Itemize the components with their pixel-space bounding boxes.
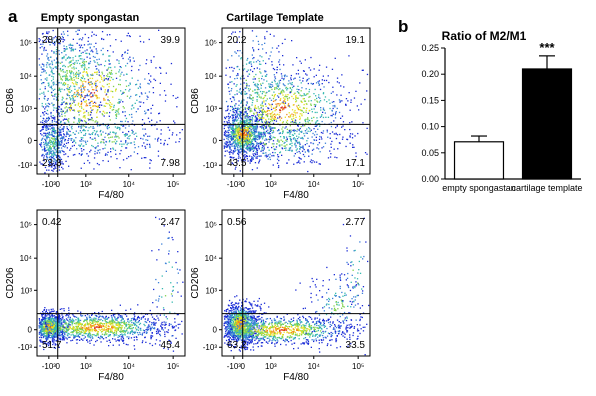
y-tick-label: -10³ (18, 161, 33, 170)
plot-frame (36, 209, 186, 357)
quadrant-upper-left-value: 0.56 (227, 217, 247, 228)
quadrant-lower-right-value: 17.1 (346, 158, 366, 169)
y-tick-label: 0 (213, 326, 218, 335)
quadrant-lower-left-value: 23.3 (42, 158, 62, 169)
flow-plot-cd86-cartilage: 20.2 19.143.5 17.1-10³ 0 10³ 10⁴ 10⁵F4/8010⁵10… (190, 27, 371, 201)
y-tick-label: 0 (28, 326, 33, 335)
plot-frame (36, 27, 186, 175)
y-tick-label: 10³ (205, 286, 217, 295)
x-axis-label: F4/80 (98, 190, 124, 201)
y-tick-label: 0 (28, 136, 33, 145)
column-title-empty-spongastan: Empty spongastan (41, 12, 140, 24)
bar-cartilage-template (521, 68, 573, 180)
density-dots (223, 217, 370, 356)
y-tick-label: 0 (213, 136, 218, 145)
y-axis-label: CD206 (190, 267, 201, 299)
y-tick-label: 0.20 (421, 69, 439, 79)
quadrant-lower-left-value: 43.5 (227, 158, 247, 169)
x-tick-label: 10⁵ (167, 180, 179, 189)
chart-title: Ratio of M2/M1 (442, 29, 527, 43)
bar-empty-spongastan (453, 141, 505, 180)
x-tick-label: 10³ (265, 180, 277, 189)
density-dots (38, 29, 183, 174)
quadrant-upper-left-value: 20.2 (227, 35, 247, 46)
y-axis-label: CD206 (5, 267, 16, 299)
x-tick-label: 10⁴ (308, 180, 321, 189)
flow-plot-cd86-empty: 28.8 39.923.3 7.98-10³ 0 10³ 10⁴ 10⁵F4/8010⁵10… (5, 27, 186, 201)
y-tick-label: 10³ (20, 104, 32, 113)
x-tick-label: -10³ (227, 180, 242, 189)
x-tick-label: 0 (55, 180, 60, 189)
x-tick-label: 10³ (265, 362, 277, 371)
flow-cytometry-plots: 28.8 39.923.3 7.98-10³ 0 10³ 10⁴ 10⁵F4/8010⁵10… (5, 27, 371, 383)
x-tick-label: 10³ (80, 362, 92, 371)
y-tick-label: 10⁵ (205, 39, 217, 48)
density-dots (223, 30, 369, 173)
x-category-label: empty spongastan (442, 183, 516, 193)
x-tick-label: 0 (240, 362, 245, 371)
y-tick-label: 10³ (205, 104, 217, 113)
quadrant-lower-right-value: 45.4 (161, 340, 181, 351)
y-tick-label: 10³ (20, 286, 32, 295)
x-tick-label: 10⁴ (308, 362, 321, 371)
y-tick-label: 0.10 (421, 122, 439, 132)
column-title-cartilage-template: Cartilage Template (226, 12, 324, 24)
x-axis-label: F4/80 (98, 372, 124, 383)
x-axis-label: F4/80 (283, 372, 309, 383)
y-tick-label: 10⁵ (20, 221, 32, 230)
x-tick-label: 0 (55, 362, 60, 371)
x-tick-label: 10⁴ (123, 362, 136, 371)
quadrant-lower-left-value: 63.2 (227, 340, 247, 351)
significance-marker: *** (539, 40, 555, 55)
plot-frame (221, 27, 371, 175)
bar-chart-ratio-m2-m1: Ratio of M2/M1 0.00 0.05 0.10 0.15 0.20 0.25 e… (421, 29, 582, 193)
y-tick-label: -10³ (18, 343, 33, 352)
y-tick-label: 10⁵ (20, 39, 32, 48)
y-tick-label: 10⁴ (205, 72, 218, 81)
panel-label-a: a (8, 7, 18, 26)
y-tick-label: -10³ (203, 161, 218, 170)
y-tick-label: 10⁴ (205, 254, 218, 263)
y-tick-label: -10³ (203, 343, 218, 352)
quadrant-lower-right-value: 33.5 (346, 340, 366, 351)
y-tick-label: 0.25 (421, 43, 439, 53)
x-category-label: cartilage template (511, 183, 582, 193)
y-tick-label: 0.05 (421, 148, 439, 158)
y-tick-label: 0.00 (421, 174, 439, 184)
x-axis-label: F4/80 (283, 190, 309, 201)
x-tick-label: -10³ (42, 362, 57, 371)
plot-frame (221, 209, 371, 357)
quadrant-lower-right-value: 7.98 (161, 158, 181, 169)
y-tick-label: 10⁴ (20, 254, 33, 263)
x-tick-label: 10⁵ (352, 362, 364, 371)
y-axis-label: CD86 (5, 88, 16, 114)
y-tick-label: 10⁴ (20, 72, 33, 81)
quadrant-upper-right-value: 39.9 (161, 35, 181, 46)
x-tick-label: 10⁵ (167, 362, 179, 371)
quadrant-upper-right-value: 19.1 (346, 35, 366, 46)
x-tick-label: 10³ (80, 180, 92, 189)
x-tick-label: -10³ (227, 362, 242, 371)
y-tick-label: 0.15 (421, 95, 439, 105)
quadrant-lower-left-value: 51.7 (42, 340, 62, 351)
density-dots (38, 216, 184, 352)
panel-label-b: b (398, 17, 408, 36)
y-tick-label: 10⁵ (205, 221, 217, 230)
x-tick-label: -10³ (42, 180, 57, 189)
x-tick-label: 10⁴ (123, 180, 136, 189)
quadrant-upper-left-value: 0.42 (42, 217, 62, 228)
quadrant-upper-right-value: 2.77 (346, 217, 366, 228)
quadrant-upper-right-value: 2.47 (161, 217, 181, 228)
y-axis-label: CD86 (190, 88, 201, 114)
x-tick-label: 10⁵ (352, 180, 364, 189)
quadrant-upper-left-value: 28.8 (42, 35, 62, 46)
x-tick-label: 0 (240, 180, 245, 189)
